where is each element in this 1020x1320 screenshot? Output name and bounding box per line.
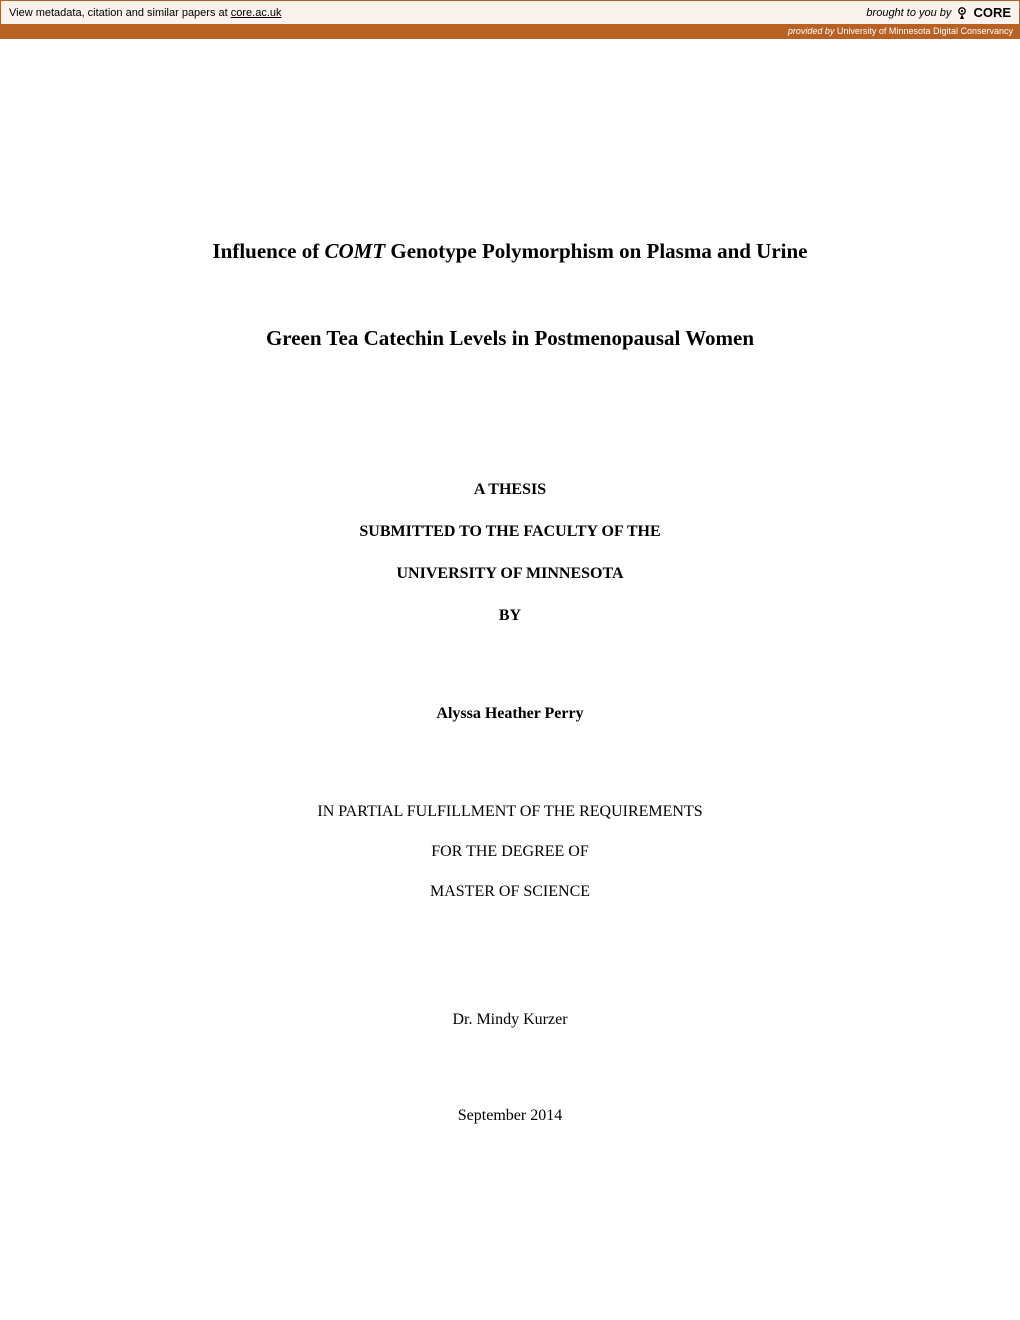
- brought-to-you-text: brought to you by: [866, 7, 951, 19]
- banner-right: brought to you by CORE: [866, 5, 1011, 20]
- author-name: Alyssa Heather Perry: [120, 705, 900, 723]
- core-label: CORE: [973, 5, 1011, 20]
- provided-by-bar: provided by University of Minnesota Digi…: [0, 25, 1020, 39]
- core-link[interactable]: core.ac.uk: [231, 7, 282, 19]
- thesis-date: September 2014: [120, 1107, 900, 1125]
- university-label: UNIVERSITY OF MINNESOTA: [120, 565, 900, 583]
- title-line-2: Green Tea Catechin Levels in Postmenopau…: [120, 326, 900, 351]
- title-italic-gene: COMT: [324, 239, 385, 263]
- advisor-name: Dr. Mindy Kurzer: [120, 1011, 900, 1029]
- thesis-title-page: Influence of COMT Genotype Polymorphism …: [0, 39, 1020, 1125]
- banner-left: View metadata, citation and similar pape…: [9, 7, 282, 19]
- provided-by-label: provided by: [788, 26, 837, 36]
- author-block: Alyssa Heather Perry: [120, 705, 900, 723]
- provided-by-source: University of Minnesota Digital Conserva…: [837, 26, 1013, 36]
- title-suffix: Genotype Polymorphism on Plasma and Urin…: [385, 239, 807, 263]
- banner-prefix-text: View metadata, citation and similar pape…: [9, 7, 231, 19]
- fulfillment-line-2: FOR THE DEGREE OF: [120, 843, 900, 861]
- metadata-banner: View metadata, citation and similar pape…: [0, 0, 1020, 25]
- date-block: September 2014: [120, 1107, 900, 1125]
- fulfillment-line-3: MASTER OF SCIENCE: [120, 883, 900, 901]
- fulfillment-block: IN PARTIAL FULFILLMENT OF THE REQUIREMEN…: [120, 803, 900, 901]
- fulfillment-line-1: IN PARTIAL FULFILLMENT OF THE REQUIREMEN…: [120, 803, 900, 821]
- thesis-submission-block: A THESIS SUBMITTED TO THE FACULTY OF THE…: [120, 481, 900, 625]
- title-prefix: Influence of: [212, 239, 324, 263]
- title-line-1: Influence of COMT Genotype Polymorphism …: [120, 239, 900, 264]
- core-logo-icon: [955, 6, 969, 20]
- advisor-block: Dr. Mindy Kurzer: [120, 1011, 900, 1029]
- a-thesis-label: A THESIS: [120, 481, 900, 499]
- by-label: BY: [120, 607, 900, 625]
- submitted-label: SUBMITTED TO THE FACULTY OF THE: [120, 523, 900, 541]
